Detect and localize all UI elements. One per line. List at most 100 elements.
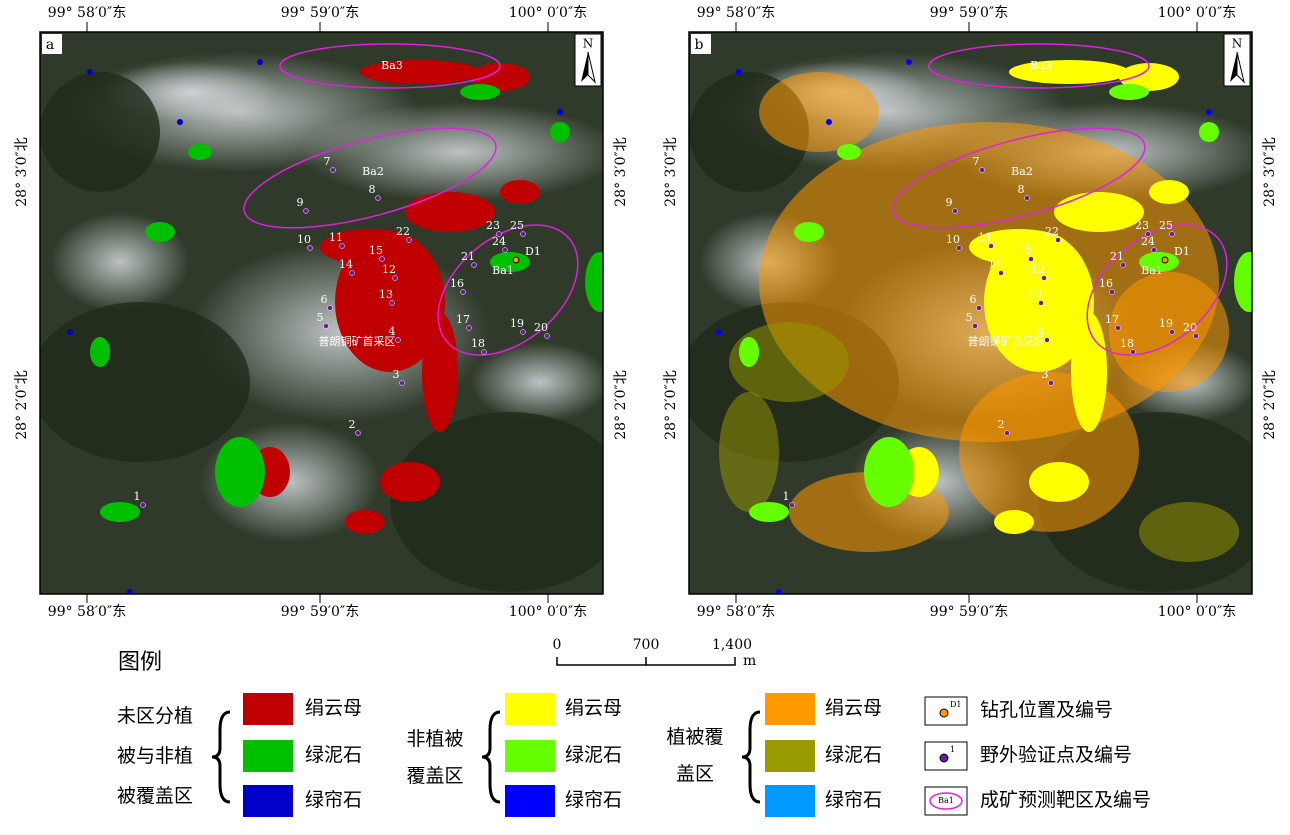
alteration-chlorite (1234, 252, 1252, 312)
legend-swatch (505, 785, 555, 817)
lon-label-bottom: 99° 59′0″东 (281, 604, 359, 620)
verification-point (972, 323, 978, 329)
north-arrow (1236, 51, 1245, 84)
point-label: 17 (1105, 313, 1119, 326)
point-label: 9 (946, 196, 953, 209)
verification-point (1048, 380, 1054, 386)
verification-point (395, 337, 401, 343)
point-label: 5 (966, 311, 973, 324)
verification-point (1169, 231, 1175, 237)
lon-label-top: 99° 58′0″东 (48, 5, 126, 21)
target-label: Ba2 (1011, 165, 1033, 178)
target-area (892, 127, 1146, 229)
area-label: 普朗铜矿首采区 (968, 334, 1045, 348)
alteration-sericite (1054, 192, 1144, 232)
lon-label-top: 100° 0′0″东 (509, 5, 587, 21)
verification-point (502, 247, 508, 253)
alteration-chlorite (1109, 84, 1149, 100)
alteration-chlorite (739, 337, 759, 367)
lon-label-bottom: 100° 0′0″东 (509, 604, 587, 620)
alteration-epidote (826, 119, 832, 125)
point-label: 8 (369, 183, 376, 196)
point-label: 4 (1038, 325, 1045, 338)
verification-point (520, 231, 526, 237)
legend-swatch (243, 740, 293, 772)
alteration-epidote (177, 119, 183, 125)
symbol-icon-label: D1 (950, 700, 962, 709)
verification-point (1193, 333, 1199, 339)
alteration-chlorite (1199, 122, 1219, 142)
legend-swatch (243, 693, 293, 725)
legend-item-label: 绢云母 (305, 697, 362, 719)
point-label: 22 (396, 225, 410, 238)
symbol-box (924, 696, 968, 726)
alteration-sericite (500, 180, 540, 204)
alteration-epidote (87, 69, 93, 75)
brace (211, 710, 231, 804)
alteration-epidote (67, 329, 73, 335)
point-label: 6 (970, 293, 977, 306)
verification-point (481, 349, 487, 355)
legend-swatch (505, 740, 555, 772)
point-label: 14 (339, 258, 353, 271)
point-label: 21 (461, 250, 475, 263)
alteration-sericite (345, 510, 385, 534)
symbol-dot (939, 753, 949, 763)
verification-point (392, 275, 398, 281)
verification-point (379, 256, 385, 262)
symbol-label: 成矿预测靶区及编号 (980, 789, 1151, 811)
legend-group-label: 非植被 (406, 728, 463, 750)
target-area (437, 224, 579, 356)
lat-label-right: 28° 2′0″北 (613, 370, 629, 440)
verification-point (349, 270, 355, 276)
verification-point (323, 323, 329, 329)
point-label: 11 (978, 231, 992, 244)
verification-point (307, 245, 313, 251)
lon-label-bottom: 99° 59′0″东 (930, 604, 1008, 620)
target-label: Ba1 (1141, 264, 1163, 277)
point-label: 1 (134, 490, 141, 503)
verification-point (496, 231, 502, 237)
verification-point (1024, 195, 1030, 201)
legend-group-label: 植被覆 (666, 726, 723, 748)
alteration-chlorite (460, 84, 500, 100)
target-area (928, 43, 1150, 89)
point-label: 3 (1042, 368, 1049, 381)
verification-point (976, 305, 982, 311)
point-label: 24 (1141, 235, 1155, 248)
verification-point (952, 208, 958, 214)
legend-group-label: 被与非植 (117, 745, 193, 767)
legend-item-label: 绿帘石 (565, 789, 622, 811)
point-label: 9 (297, 196, 304, 209)
alteration-epidote (257, 59, 263, 65)
point-label: 23 (486, 219, 500, 232)
alteration-epidote (127, 589, 133, 594)
alteration-chlorite (837, 144, 861, 160)
point-label: 20 (534, 321, 548, 334)
drill-label: D1 (1174, 245, 1190, 258)
legend-swatch (765, 740, 815, 772)
point-label: 16 (450, 277, 464, 290)
alteration-epidote (557, 109, 563, 115)
lon-label-top: 99° 59′0″东 (930, 5, 1008, 21)
alteration-chlorite (864, 437, 914, 507)
point-label: 5 (317, 311, 324, 324)
lon-label-bottom: 100° 0′0″东 (1158, 604, 1236, 620)
vegetation (40, 72, 160, 192)
point-label: 7 (324, 155, 331, 168)
legend-item-label: 绿泥石 (305, 744, 362, 766)
alteration-sericite (969, 229, 1069, 265)
verification-point (399, 380, 405, 386)
point-label: 17 (456, 313, 470, 326)
symbol-dot (939, 708, 949, 718)
legend-swatch (243, 785, 293, 817)
point-label: 16 (1099, 277, 1113, 290)
north-arrow (581, 52, 588, 82)
legend-item-label: 绿泥石 (825, 744, 882, 766)
verification-point (1038, 300, 1044, 306)
legend-group-label: 盖区 (676, 763, 714, 785)
alteration-sericite (470, 63, 530, 91)
legend-item-label: 绿泥石 (565, 744, 622, 766)
alteration-sericite-veg (959, 372, 1139, 532)
verification-point (140, 502, 146, 508)
